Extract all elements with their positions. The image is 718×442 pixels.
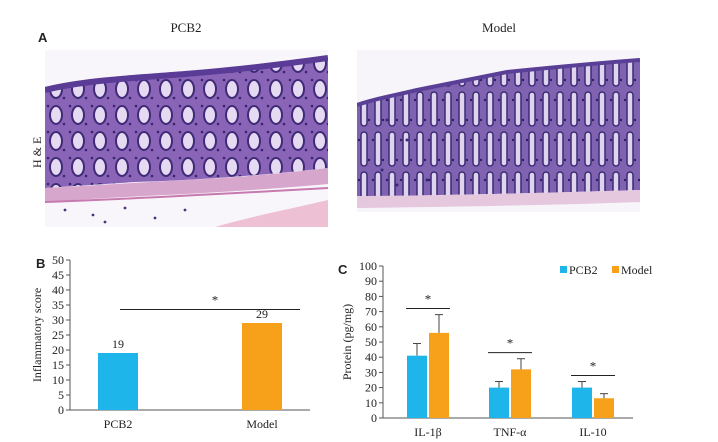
bar-model-0 — [429, 332, 449, 418]
y-tick-label: 40 — [52, 283, 64, 297]
bar-value-label: 19 — [112, 337, 124, 351]
legend-swatch-model — [612, 266, 619, 273]
pcb2-image-title: PCB2 — [170, 20, 202, 35]
model-image-title: Model — [482, 20, 516, 35]
legend-swatch-pcb2 — [560, 266, 567, 273]
y-tick-label: 10 — [52, 373, 64, 387]
y-tick-label: 20 — [365, 381, 377, 395]
y-tick-label: 50 — [52, 253, 64, 267]
bar-model — [242, 323, 282, 410]
he-stain-label: H & E — [30, 136, 44, 168]
y-tick-label: 40 — [365, 350, 377, 364]
pcb2-histology-image — [45, 50, 328, 227]
y-tick-label: 60 — [365, 320, 377, 334]
y-tick-label: 25 — [52, 328, 64, 342]
significance-star: * — [425, 292, 432, 307]
y-tick-label: 0 — [371, 411, 377, 425]
y-tick-label: 0 — [58, 403, 64, 417]
y-tick-label: 10 — [365, 396, 377, 410]
bar-pcb2-2 — [572, 387, 592, 418]
y-tick-label: 20 — [52, 343, 64, 357]
bar-pcb2-1 — [489, 387, 509, 418]
y-tick-label: 100 — [359, 259, 377, 273]
y-tick-label: 30 — [52, 313, 64, 327]
x-tick-label: IL-1β — [414, 425, 441, 439]
bar-pcb2 — [98, 353, 138, 410]
model-histology-image — [357, 50, 640, 212]
bar-value-label: 29 — [256, 307, 268, 321]
y-axis-label: Protein (pg/mg) — [340, 304, 354, 380]
y-tick-label: 50 — [365, 335, 377, 349]
legend-label-pcb2: PCB2 — [569, 263, 598, 277]
panel-b-label: B — [36, 256, 46, 271]
y-tick-label: 80 — [365, 289, 377, 303]
x-tick-label: Model — [246, 417, 278, 431]
y-tick-label: 70 — [365, 305, 377, 319]
bar-model-1 — [511, 369, 531, 418]
y-tick-label: 5 — [58, 388, 64, 402]
panel-c-label: C — [338, 262, 348, 277]
x-tick-label: IL-10 — [579, 425, 606, 439]
bar-pcb2-0 — [407, 355, 427, 418]
x-tick-label: TNF-α — [494, 425, 528, 439]
significance-star: * — [590, 358, 597, 373]
significance-star: * — [212, 293, 219, 308]
y-axis-label: Inflammatory score — [30, 288, 44, 382]
panel-a-label: A — [38, 30, 48, 45]
y-tick-label: 15 — [52, 358, 64, 372]
bar-model-2 — [594, 398, 614, 418]
y-tick-label: 90 — [365, 274, 377, 288]
significance-star: * — [507, 336, 514, 351]
y-tick-label: 30 — [365, 365, 377, 379]
y-tick-label: 45 — [52, 268, 64, 282]
x-tick-label: PCB2 — [104, 417, 133, 431]
y-tick-label: 35 — [52, 298, 64, 312]
legend-label-model: Model — [621, 263, 653, 277]
